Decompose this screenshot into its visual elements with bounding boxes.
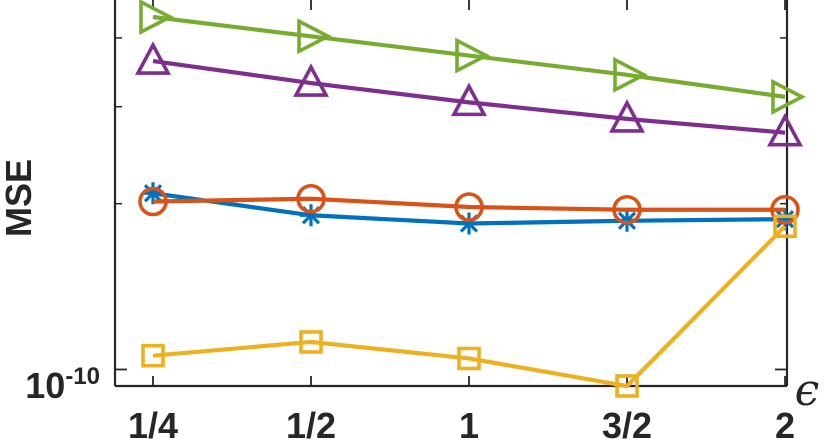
- series-triangle-right: [139, 0, 806, 115]
- data-point: [771, 78, 806, 115]
- x-axis-label: ϵ: [795, 365, 820, 416]
- data-point: [612, 194, 642, 225]
- data-point: [774, 208, 796, 231]
- y-tick-label: 10-10: [25, 363, 100, 406]
- labels: MSE ϵ 10-10: [0, 159, 819, 416]
- data-point: [300, 204, 322, 227]
- x-tick-label: 1/4: [128, 405, 178, 446]
- y-tick-base: 10: [25, 365, 65, 406]
- series-layer: [134, 0, 806, 398]
- data-point: [299, 330, 323, 354]
- series-triangle-up: [134, 41, 804, 147]
- x-tick-label: 3/2: [602, 405, 652, 446]
- data-point: [138, 186, 168, 217]
- data-point: [139, 0, 174, 35]
- data-point: [608, 99, 646, 133]
- series-line: [152, 224, 787, 389]
- x-tick-label: 1: [459, 405, 479, 446]
- data-point: [773, 214, 797, 239]
- data-point: [455, 37, 490, 74]
- data-point: [297, 18, 332, 55]
- data-point: [292, 63, 330, 97]
- data-point: [454, 192, 484, 222]
- series-line: [152, 14, 786, 99]
- series-circle: [138, 183, 800, 225]
- y-axis-label: MSE: [0, 159, 39, 237]
- axes: 1/4 1/2 1 3/2 2: [113, 0, 795, 446]
- x-tick-label: 2: [775, 405, 795, 446]
- data-point: [450, 82, 488, 117]
- series-line: [152, 196, 785, 212]
- data-point: [458, 212, 480, 235]
- series-asterisk: [142, 182, 796, 235]
- x-tick-label: 1/2: [286, 405, 336, 446]
- series-square: [141, 214, 797, 398]
- data-point: [296, 183, 326, 214]
- series-line: [152, 58, 786, 135]
- data-point: [770, 194, 800, 225]
- data-point: [457, 346, 481, 371]
- data-point: [613, 56, 648, 93]
- y-tick-exponent: -10: [65, 363, 100, 390]
- data-point: [615, 374, 639, 398]
- data-point: [766, 112, 804, 147]
- data-point: [142, 182, 164, 205]
- data-point: [134, 41, 172, 75]
- data-point: [616, 209, 638, 232]
- data-point: [141, 343, 165, 368]
